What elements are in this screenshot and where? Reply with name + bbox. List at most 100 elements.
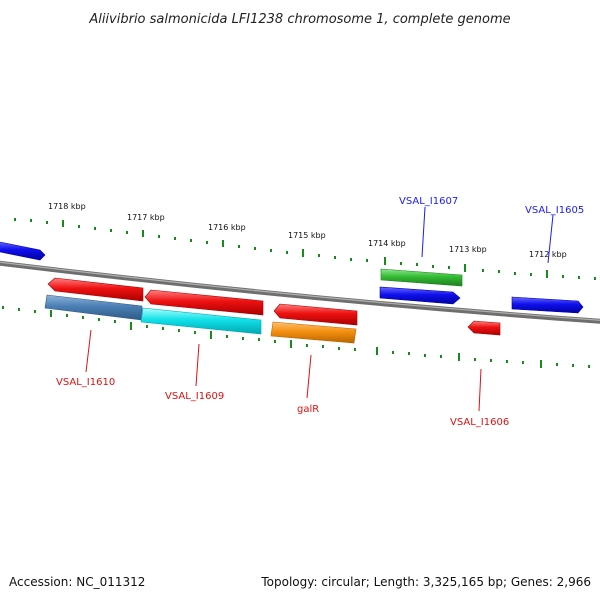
gene-vsal-i1605[interactable] [511,296,584,314]
ruler-tick [242,337,244,340]
ruler-tick [572,364,574,367]
ruler-tick [110,229,112,232]
leader-line [306,354,312,399]
ruler-tick [94,227,96,230]
ruler-tick [530,273,532,276]
gene-vsal-i1610[interactable] [47,277,144,302]
ruler-tick [18,308,20,311]
accession-text: Accession: NC_011312 [9,575,145,589]
ruler-tick [174,237,176,240]
scale-label: 1712 kbp [529,250,567,259]
ruler-tick [350,258,352,261]
ruler-tick [130,322,132,330]
ruler-tick [448,266,450,269]
scale-label: 1718 kbp [48,202,86,211]
gene-vsal-i1607[interactable] [380,268,463,287]
ruler-tick [354,348,356,351]
gene-galr[interactable] [273,303,358,326]
ruler-tick [588,365,590,368]
ruler-tick [222,240,224,247]
leader-line [85,329,92,373]
ruler-tick [46,221,48,224]
scale-label: 1715 kbp [288,231,326,240]
scale-label: 1716 kbp [208,223,246,232]
ruler-tick [578,276,580,279]
ruler-tick [506,360,508,363]
ruler-tick [274,340,276,343]
ruler-tick [62,220,64,227]
ruler-tick [194,331,196,334]
ruler-tick [400,262,402,265]
ruler-tick [594,277,596,280]
ruler-tick [206,241,208,244]
ruler-tick [334,256,336,259]
ruler-tick [34,310,36,313]
gene-label: VSAL_I1610 [56,377,115,388]
gene-label: VSAL_I1609 [165,391,224,402]
gene-arrow-blue[interactable] [379,286,461,305]
ruler-tick [178,329,180,332]
ruler-tick [126,231,128,234]
ruler-tick [464,264,466,272]
gene-arrow-cyan[interactable] [140,307,262,335]
map-title: Aliivibrio salmonicida LFI1238 chromosom… [88,12,510,27]
ruler-tick [424,354,426,357]
leader-line [478,368,482,412]
genome-backbone [0,260,600,324]
gene-vsal-i1609[interactable] [144,289,264,316]
ruler-tick [318,254,320,257]
gene-arrow-blue[interactable] [0,241,46,261]
ruler-tick [14,218,16,221]
ruler-tick [306,344,308,347]
ruler-tick [416,263,418,266]
ruler-tick [226,335,228,338]
ruler-tick [254,247,256,250]
leader-line [547,214,554,264]
ruler-tick [142,230,144,237]
ruler-tick [210,331,212,339]
ruler-tick [384,257,386,265]
ruler-tick [190,239,192,242]
gene-vsal-i1606[interactable] [467,320,501,336]
ruler-tick [474,358,476,361]
genome-backbone-highlight [0,261,600,321]
ruler-tick [78,225,80,228]
ruler-tick [302,249,304,257]
scale-label: 1714 kbp [368,239,406,248]
ruler-tick [162,327,164,330]
ruler-tick [376,347,378,355]
ruler-tick [482,269,484,272]
ruler-tick [392,351,394,354]
gene-label: VSAL_I1605 [525,205,584,216]
ruler-tick [498,270,500,273]
ruler-tick [158,235,160,238]
ruler-tick [82,316,84,319]
leader-line [421,206,426,258]
ruler-tick [546,270,548,278]
ruler-tick [522,361,524,364]
scale-labels: 1718 kbp 1717 kbp 1716 kbp 1715 kbp 1714… [48,202,567,259]
ruler-tick [98,318,100,321]
ruler-tick [540,360,542,368]
ruler-tick [458,353,460,361]
ruler-tick [432,265,434,268]
ruler-tick [270,249,272,252]
gene-label: VSAL_I1606 [450,417,509,428]
upper-ruler-ticks [14,218,596,280]
ruler-tick [290,340,292,348]
summary-text: Topology: circular; Length: 3,325,165 bp… [260,575,591,589]
ruler-tick [286,251,288,254]
ruler-tick [238,245,240,248]
gene-label: VSAL_I1607 [399,196,458,207]
ruler-tick [556,363,558,366]
gene-arrow-orange[interactable] [270,321,357,344]
ruler-tick [366,259,368,262]
gene-labels: VSAL_I1607 VSAL_I1605 VSAL_I1610 VSAL_I1… [56,196,584,428]
ruler-tick [514,272,516,275]
scale-label: 1713 kbp [449,245,487,254]
lower-ruler-ticks [2,306,590,368]
forward-genes [0,241,584,314]
ruler-tick [146,325,148,328]
ruler-tick [114,320,116,323]
gene-label: galR [297,404,319,415]
